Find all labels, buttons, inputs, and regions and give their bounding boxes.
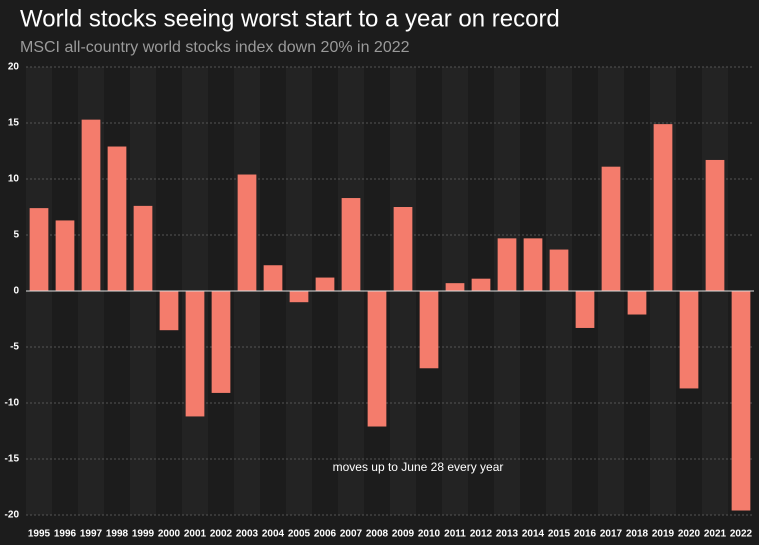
x-tick-label: 2011 — [444, 529, 466, 540]
bar — [133, 205, 153, 291]
x-tick-label: 2016 — [574, 529, 597, 540]
bar — [497, 238, 517, 291]
x-tick-label: 2004 — [262, 529, 285, 540]
bar — [185, 291, 205, 417]
bar — [549, 249, 569, 291]
x-tick-label: 1996 — [54, 529, 77, 540]
x-tick-label: 2005 — [288, 529, 311, 540]
bar — [575, 291, 595, 328]
x-tick-label: 2003 — [236, 529, 259, 540]
x-tick-label: 2017 — [600, 529, 623, 540]
bar — [731, 291, 751, 511]
x-tick-label: 2018 — [626, 529, 649, 540]
x-tick-label: 1997 — [80, 529, 103, 540]
bar — [159, 291, 179, 331]
bar — [601, 166, 621, 291]
chart-subtitle: MSCI all-country world stocks index down… — [20, 39, 410, 56]
x-tick-label: 2007 — [340, 529, 363, 540]
bar — [419, 291, 439, 369]
bar — [705, 159, 725, 291]
chart-title: World stocks seeing worst start to a yea… — [20, 5, 560, 32]
y-tick-label: -20 — [5, 510, 20, 521]
bar — [523, 238, 543, 291]
bar — [341, 198, 361, 291]
y-tick-label: 15 — [8, 118, 20, 129]
x-tick-label: 2002 — [210, 529, 233, 540]
x-tick-label: 2009 — [392, 529, 415, 540]
x-tick-label: 1998 — [106, 529, 129, 540]
y-tick-label: -10 — [5, 398, 20, 409]
bar — [653, 124, 673, 292]
x-tick-label: 2015 — [548, 529, 571, 540]
x-tick-label: 2012 — [470, 529, 493, 540]
bar — [29, 208, 49, 291]
y-tick-label: 0 — [13, 286, 19, 297]
x-tick-label: 2000 — [158, 529, 181, 540]
x-tick-label: 2008 — [366, 529, 389, 540]
y-tick-label: -5 — [10, 342, 19, 353]
bar — [263, 265, 283, 291]
x-tick-label: 2020 — [678, 529, 701, 540]
x-tick-label: 2010 — [418, 529, 441, 540]
bar — [679, 291, 699, 389]
bar — [471, 278, 491, 291]
bar — [107, 146, 127, 291]
bar — [393, 207, 413, 291]
x-tick-label: 1995 — [28, 529, 51, 540]
x-tick-label: 2013 — [496, 529, 519, 540]
bar — [289, 291, 309, 303]
x-tick-label: 2006 — [314, 529, 337, 540]
x-tick-label: 2014 — [522, 529, 545, 540]
x-tick-label: 1999 — [132, 529, 155, 540]
bar — [55, 220, 75, 291]
bar — [445, 283, 465, 291]
y-tick-label: 10 — [8, 174, 20, 185]
y-tick-label: -15 — [5, 454, 20, 465]
x-tick-label: 2001 — [184, 529, 207, 540]
bar — [315, 277, 335, 291]
bar — [81, 119, 101, 291]
bar — [627, 291, 647, 315]
bar — [367, 291, 387, 427]
x-tick-label: 2022 — [730, 529, 753, 540]
x-tick-label: 2019 — [652, 529, 675, 540]
x-tick-label: 2021 — [704, 529, 727, 540]
annotation: moves up to June 28 every year — [333, 460, 504, 474]
y-tick-label: 20 — [8, 62, 20, 73]
y-tick-label: 5 — [13, 230, 19, 241]
bar — [211, 291, 231, 393]
bar — [237, 174, 257, 291]
